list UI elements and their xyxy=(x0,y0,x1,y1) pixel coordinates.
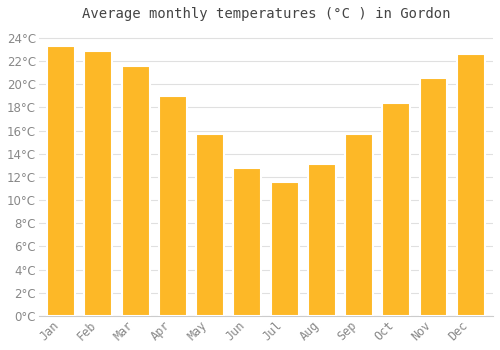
Bar xyxy=(270,182,298,316)
Bar xyxy=(457,54,484,316)
Bar xyxy=(308,164,336,316)
Bar xyxy=(47,46,75,316)
Bar xyxy=(84,51,112,316)
Bar xyxy=(234,168,262,316)
Bar xyxy=(159,96,187,316)
Bar xyxy=(122,66,150,316)
Bar xyxy=(345,134,373,316)
Title: Average monthly temperatures (°C ) in Gordon: Average monthly temperatures (°C ) in Go… xyxy=(82,7,450,21)
Bar xyxy=(420,78,448,316)
Bar xyxy=(196,134,224,316)
Bar xyxy=(382,103,410,316)
